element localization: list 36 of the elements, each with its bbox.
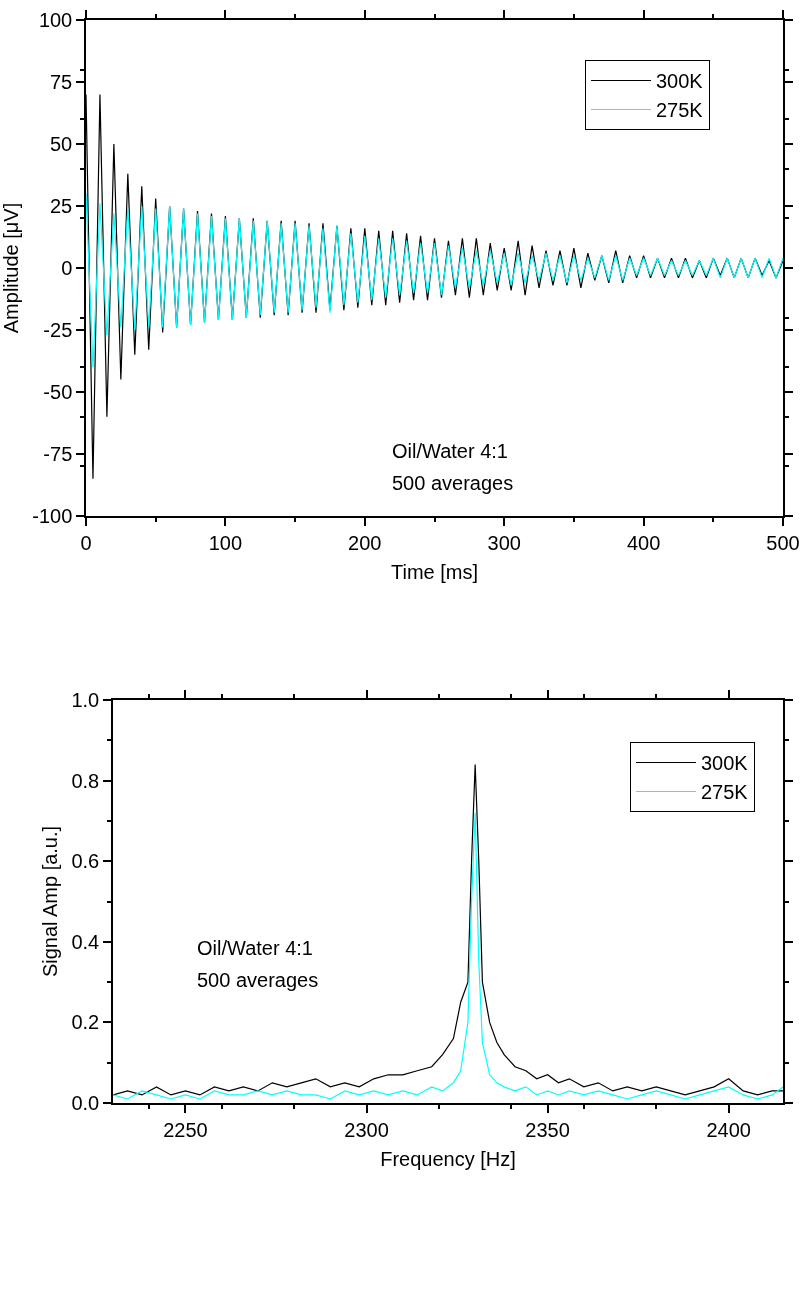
annotation: 500 averages	[392, 472, 514, 494]
x-tick-label: 2300	[344, 1118, 389, 1141]
legend-label: 300K	[701, 752, 749, 775]
annotation: Oil/Water 4:1	[392, 440, 508, 462]
y-tick-label: 0.2	[71, 1011, 100, 1034]
y-tick-label: -100	[32, 505, 73, 527]
y-tick-label: 0	[61, 257, 73, 279]
y-tick-label: 0.0	[71, 1092, 100, 1114]
x-tick-label: 400	[626, 531, 661, 554]
y-axis-title: Signal Amp [a.u.]	[39, 825, 62, 978]
y-tick-label: 0.8	[71, 769, 100, 792]
x-tick-label: 200	[348, 531, 382, 554]
x-tick-label: 2400	[706, 1118, 751, 1141]
y-tick-label: 100	[38, 9, 73, 31]
y-tick-label: 25	[50, 195, 73, 217]
legend-label: 275K	[656, 99, 704, 122]
y-tick-label: 0.4	[71, 930, 100, 953]
x-tick-label: 2250	[163, 1118, 208, 1141]
y-tick-label: -25	[43, 319, 73, 341]
y-tick-label: 0.6	[71, 850, 100, 873]
annotation: 500 averages	[197, 969, 319, 991]
x-tick-label: 500	[766, 531, 800, 554]
y-tick-label: -50	[43, 381, 73, 403]
legend-label: 300K	[656, 70, 704, 93]
x-tick-label: 100	[208, 531, 243, 554]
y-axis-title: Amplitude [μV]	[0, 202, 23, 334]
y-tick-label: 1.0	[71, 689, 100, 711]
y-tick-label: 75	[50, 71, 73, 93]
x-tick-label: 300	[487, 531, 521, 554]
x-axis-title: Time [ms]	[390, 560, 479, 583]
y-tick-label: -75	[43, 443, 73, 465]
x-tick-label: 2350	[525, 1118, 570, 1141]
y-tick-label: 50	[50, 133, 73, 155]
x-axis-title: Frequency [Hz]	[380, 1147, 516, 1170]
annotation: Oil/Water 4:1	[197, 937, 313, 959]
legend-label: 275K	[701, 781, 749, 804]
